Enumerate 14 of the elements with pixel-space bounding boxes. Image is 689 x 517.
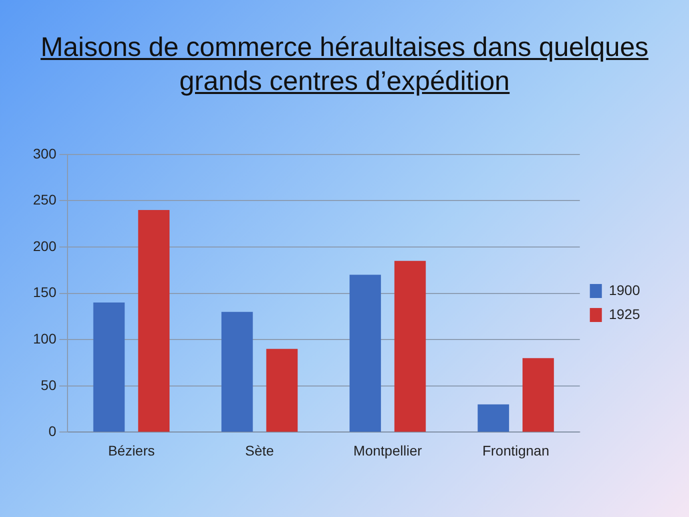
x-tick-label: Sète xyxy=(245,442,274,458)
y-tick-label: 200 xyxy=(33,238,57,254)
legend-label: 1925 xyxy=(608,306,640,322)
x-tick-label: Béziers xyxy=(108,442,155,458)
chart-title: Maisons de commerce héraultaises dans quelques grands centres d’expédition xyxy=(40,31,650,98)
y-tick-label: 300 xyxy=(33,145,57,162)
y-tick-label: 250 xyxy=(33,192,57,208)
y-tick-label: 0 xyxy=(48,423,57,440)
x-tick-label: Montpellier xyxy=(353,442,422,458)
legend-label: 1900 xyxy=(608,282,640,298)
y-tick-label: 50 xyxy=(40,376,57,393)
y-tick-label: 100 xyxy=(33,330,57,346)
x-tick-label: Frontignan xyxy=(482,442,550,458)
y-tick-label: 150 xyxy=(33,284,57,300)
